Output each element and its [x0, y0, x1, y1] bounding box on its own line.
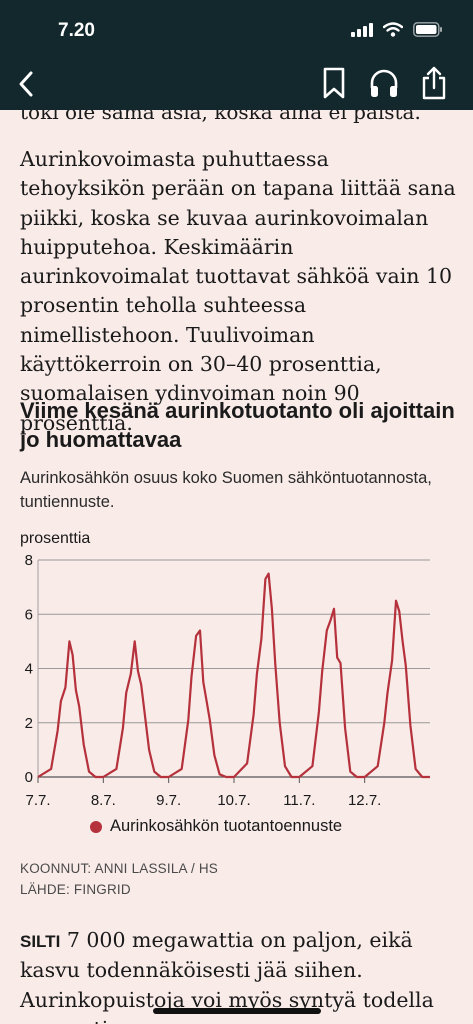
status-time-overlay: 7.20 — [58, 20, 95, 41]
status-icons-overlay — [351, 22, 443, 37]
paragraph-lead-word: SILTI — [20, 932, 61, 951]
x-tick-label: 9.7. — [156, 792, 181, 809]
credit-compiled-by: KOONNUT: ANNI LASSILA / HS — [20, 861, 219, 876]
chart-credits: KOONNUT: ANNI LASSILA / HS LÄHDE: FINGRI… — [20, 858, 218, 900]
chart-subtitle: Aurinkosähkön osuus koko Suomen sähköntu… — [20, 469, 432, 511]
listen-button[interactable] — [369, 64, 399, 102]
paragraph-body: 7 000 megawattia on paljon, eikä kasvu t… — [20, 928, 434, 1024]
y-axis-label: prosenttia — [20, 530, 90, 547]
chart-legend: Aurinkosähkön tuotantoennuste — [90, 817, 342, 836]
x-tick-label: 7.7. — [25, 792, 50, 809]
y-tick-label: 0 — [25, 769, 33, 786]
x-tick-label: 12.7. — [348, 792, 381, 809]
back-chevron-icon[interactable] — [12, 66, 44, 102]
line-chart: prosenttia 0 2 4 6 8 7.7. 8.7. 9.7. 10.7. 11.7. 1… — [20, 530, 430, 809]
y-tick-label: 6 — [25, 606, 33, 623]
wifi-icon — [383, 22, 403, 37]
x-tick-label: 8.7. — [91, 792, 116, 809]
y-tick-label: 2 — [25, 715, 33, 732]
signal-icon — [351, 22, 373, 37]
headphones-icon[interactable] — [369, 64, 399, 102]
legend-marker — [90, 820, 102, 833]
y-tick-label: 4 — [25, 661, 33, 678]
chart-title: Viime kesänä aurinkotuotanto oli ajoitta… — [20, 398, 455, 452]
top-bar-overlay: 7.20 — [0, 0, 473, 110]
legend-label: Aurinkosähkön tuotantoennuste — [110, 817, 343, 835]
x-tick-label: 10.7. — [217, 792, 250, 809]
bookmark-icon[interactable] — [319, 64, 349, 102]
x-tick-labels: 7.7. 8.7. 9.7. 10.7. 11.7. 12.7. — [25, 777, 381, 809]
home-indicator[interactable] — [153, 1008, 321, 1014]
share-icon[interactable] — [419, 64, 449, 102]
article-paragraph-2: SILTI 7 000 megawattia on paljon, eikä k… — [20, 926, 460, 1024]
bookmark-button[interactable] — [319, 64, 349, 102]
share-button[interactable] — [419, 64, 449, 102]
credit-source: LÄHDE: FINGRID — [20, 882, 131, 897]
back-button[interactable] — [12, 66, 44, 102]
article-paragraph: Aurinkovoimasta puhuttaessa tehoyksikön … — [20, 147, 456, 435]
y-tick-label: 8 — [25, 552, 33, 569]
battery-icon — [413, 22, 442, 37]
series-line-solar-forecast — [37, 572, 430, 779]
x-tick-label: 11.7. — [283, 792, 315, 809]
gridlines — [37, 559, 430, 778]
y-tick-labels: 0 2 4 6 8 — [25, 552, 33, 786]
